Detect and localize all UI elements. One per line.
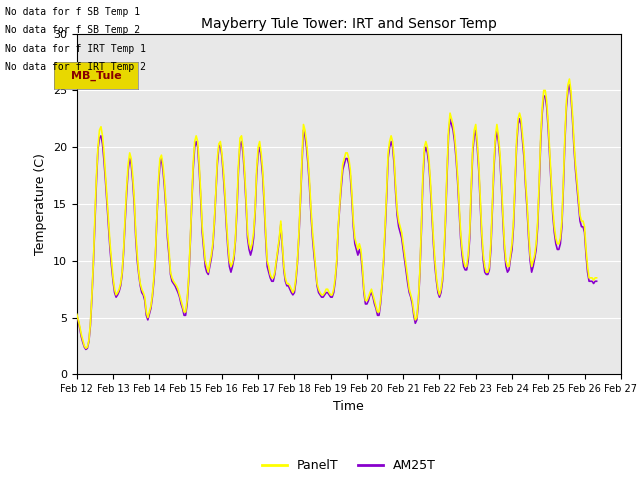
Y-axis label: Temperature (C): Temperature (C) [35,153,47,255]
Text: No data for f SB Temp 2: No data for f SB Temp 2 [5,25,140,36]
X-axis label: Time: Time [333,400,364,413]
Text: No data for f IRT Temp 1: No data for f IRT Temp 1 [5,44,146,54]
Text: No data for f SB Temp 1: No data for f SB Temp 1 [5,7,140,17]
Title: Mayberry Tule Tower: IRT and Sensor Temp: Mayberry Tule Tower: IRT and Sensor Temp [201,17,497,31]
Text: MB_Tule: MB_Tule [70,71,122,81]
Text: No data for f IRT Temp 2: No data for f IRT Temp 2 [5,62,146,72]
Legend: PanelT, AM25T: PanelT, AM25T [257,454,440,477]
